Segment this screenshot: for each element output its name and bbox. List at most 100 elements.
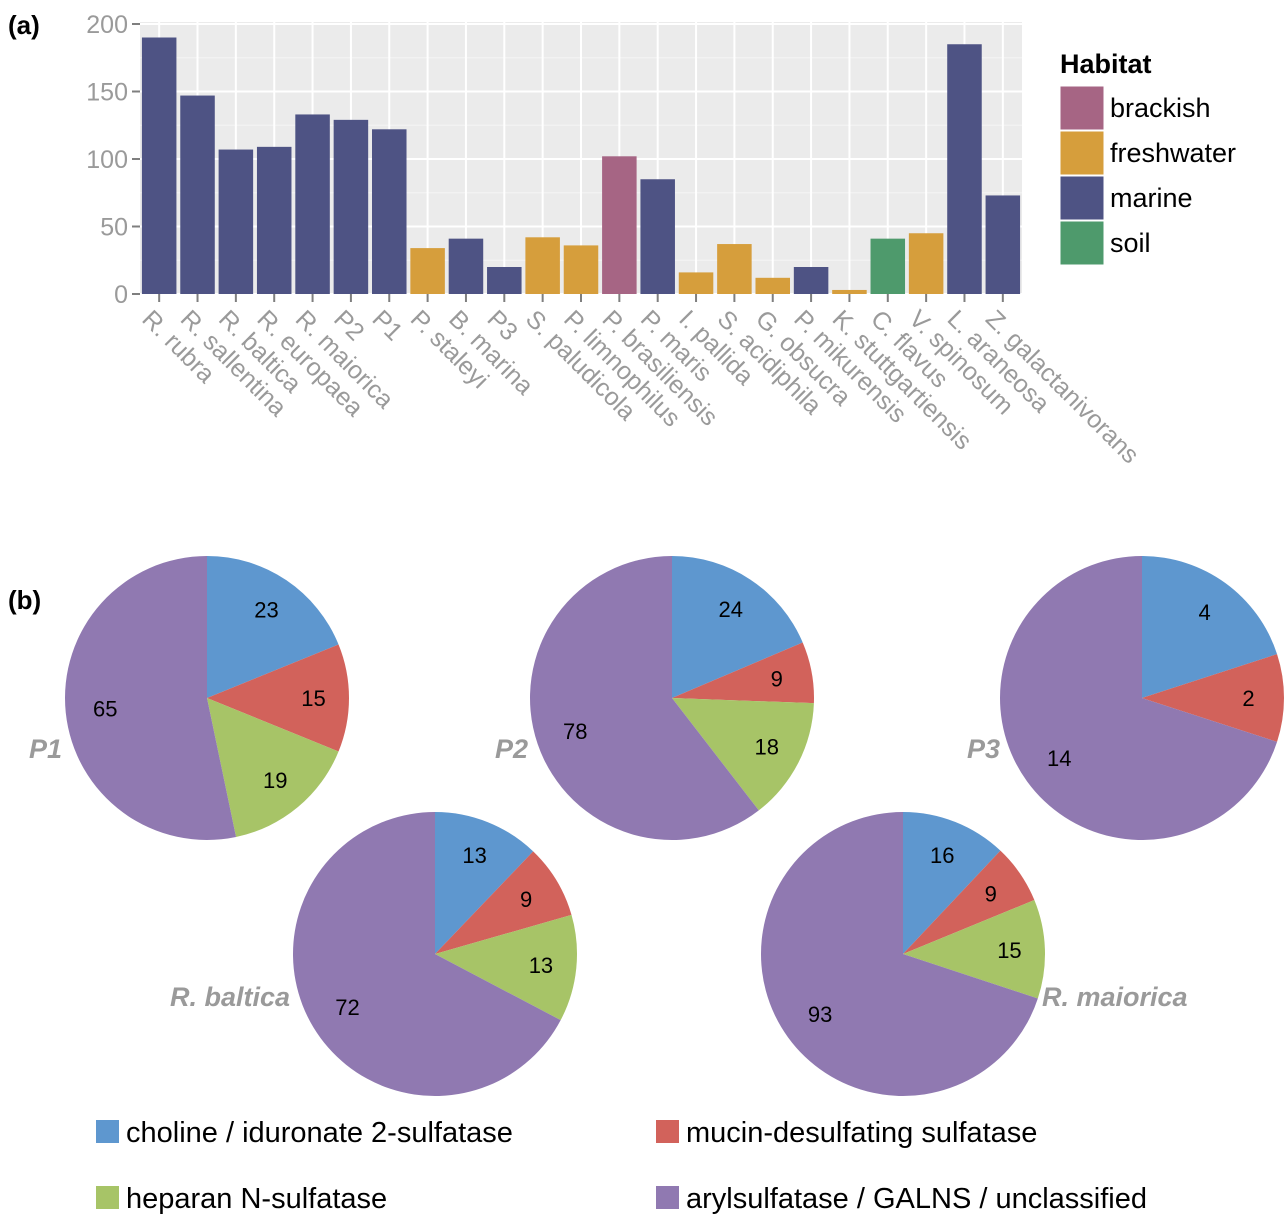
- pie-slice: [1000, 556, 1278, 840]
- slice-value-label: 93: [808, 1002, 832, 1027]
- bar: [448, 238, 484, 294]
- pie-name-label: R. maiorica: [1042, 982, 1188, 1012]
- legend-swatch: [96, 1186, 119, 1209]
- slice-value-label: 78: [563, 719, 587, 744]
- pie-slice: [435, 851, 572, 954]
- panel-b-label: (b): [8, 585, 41, 615]
- bar: [410, 248, 445, 294]
- pie-slice: [65, 556, 237, 840]
- y-tick-label: 0: [114, 281, 128, 309]
- bar: [793, 267, 829, 294]
- pie-slice: [435, 812, 534, 954]
- panel-a-label: (a): [8, 10, 40, 40]
- bar: [525, 237, 560, 294]
- pie-slice: [529, 556, 759, 840]
- legend-title: Habitat: [1060, 49, 1152, 79]
- legend-label: heparan N-sulfatase: [126, 1183, 387, 1215]
- pie-name-label: P3: [967, 734, 1000, 764]
- bar: [755, 277, 790, 294]
- bar: [333, 119, 369, 294]
- slice-value-label: 23: [254, 598, 278, 623]
- slice-value-label: 9: [520, 887, 532, 912]
- pie-slice: [760, 812, 1038, 1097]
- legend-label: freshwater: [1110, 138, 1236, 168]
- pie: 4 2 14 P3: [967, 556, 1284, 840]
- bar: [602, 156, 637, 294]
- slice-value-label: 65: [93, 697, 117, 722]
- bars: [141, 37, 1021, 294]
- pie-slice: [672, 642, 814, 704]
- bar: [832, 289, 867, 294]
- legend-swatch: [1059, 220, 1105, 266]
- legend-label: mucin-desulfating sulfatase: [686, 1117, 1037, 1149]
- pie: 13 9 13 72 R. baltica: [170, 812, 577, 1096]
- bar: [487, 267, 522, 294]
- y-tick-label: 200: [86, 11, 128, 39]
- pie-slice: [903, 850, 1035, 954]
- bar: [295, 114, 330, 294]
- slice-value-label: 24: [719, 597, 743, 622]
- pie-slice: [672, 698, 814, 811]
- legend-label: brackish: [1110, 93, 1211, 123]
- pie-slice: [207, 644, 349, 752]
- legend-swatch: [96, 1120, 119, 1143]
- pie: 16 9 15 93 R. maiorica: [760, 812, 1188, 1097]
- bar: [870, 238, 906, 294]
- bar: [640, 179, 675, 294]
- pie: 24 9 18 78 P2: [495, 556, 814, 840]
- legend-swatch: [1059, 85, 1105, 131]
- legend-label: choline / iduronate 2-sulfatase: [126, 1117, 513, 1149]
- slice-value-label: 2: [1242, 686, 1254, 711]
- legend-swatch: [1059, 130, 1105, 176]
- pie-name-label: R. baltica: [170, 982, 290, 1012]
- y-tick-label: 100: [86, 146, 128, 174]
- pie-name-label: P1: [29, 734, 62, 764]
- slice-value-label: 72: [335, 995, 359, 1020]
- slice-value-label: 16: [930, 843, 954, 868]
- pie: 23 15 19 65 P1: [29, 556, 349, 840]
- legend-label: soil: [1110, 228, 1151, 258]
- slice-value-label: 13: [462, 843, 486, 868]
- pie-name-label: P2: [495, 734, 528, 764]
- slice-value-label: 9: [985, 882, 997, 907]
- category-legend: choline / iduronate 2-sulfatase mucin-des…: [96, 1117, 1147, 1215]
- pie-chart-panel: (b) 23 15 19 65 P1 24 9 18 78 P2 4 2 14 P3 13 9 13 72 R. b…: [8, 556, 1284, 1215]
- bar: [678, 272, 714, 294]
- pie-slice: [1142, 556, 1278, 698]
- pie-charts: 23 15 19 65 P1 24 9 18 78 P2 4 2 14 P3 13 9 13 72 R. balti…: [29, 556, 1284, 1097]
- slice-value-label: 9: [771, 667, 783, 692]
- legend-swatch: [1059, 175, 1105, 221]
- bar: [985, 195, 1021, 294]
- pie-slice: [207, 698, 339, 837]
- y-axis: 0 50 100 150 200: [86, 11, 140, 309]
- legend-label: marine: [1110, 183, 1193, 213]
- legend-label: arylsulfatase / GALNS / unclassified: [686, 1183, 1147, 1215]
- bar: [256, 146, 292, 294]
- pie-slice: [207, 556, 339, 698]
- slice-value-label: 19: [263, 768, 287, 793]
- pie-slice: [435, 914, 577, 1021]
- slice-value-label: 13: [529, 953, 553, 978]
- pie-slice: [903, 900, 1045, 999]
- habitat-legend: Habitat brackish freshwater marine soil: [1059, 49, 1236, 266]
- slice-value-label: 4: [1198, 600, 1210, 625]
- y-tick-label: 50: [100, 214, 128, 242]
- pie-slice: [903, 812, 1001, 954]
- bar: [372, 129, 407, 294]
- bar: [908, 233, 944, 294]
- pie-slice: [1142, 654, 1284, 742]
- legend-swatch: [656, 1120, 679, 1143]
- slice-value-label: 14: [1047, 746, 1071, 771]
- pie-slice: [672, 556, 803, 698]
- x-tick-label: P1: [367, 305, 408, 346]
- bar: [563, 245, 599, 294]
- bar: [717, 244, 752, 294]
- pie-slice: [292, 812, 561, 1096]
- y-tick-label: 150: [86, 79, 128, 107]
- bar: [180, 95, 215, 294]
- bar: [218, 149, 254, 294]
- slice-value-label: 15: [997, 938, 1021, 963]
